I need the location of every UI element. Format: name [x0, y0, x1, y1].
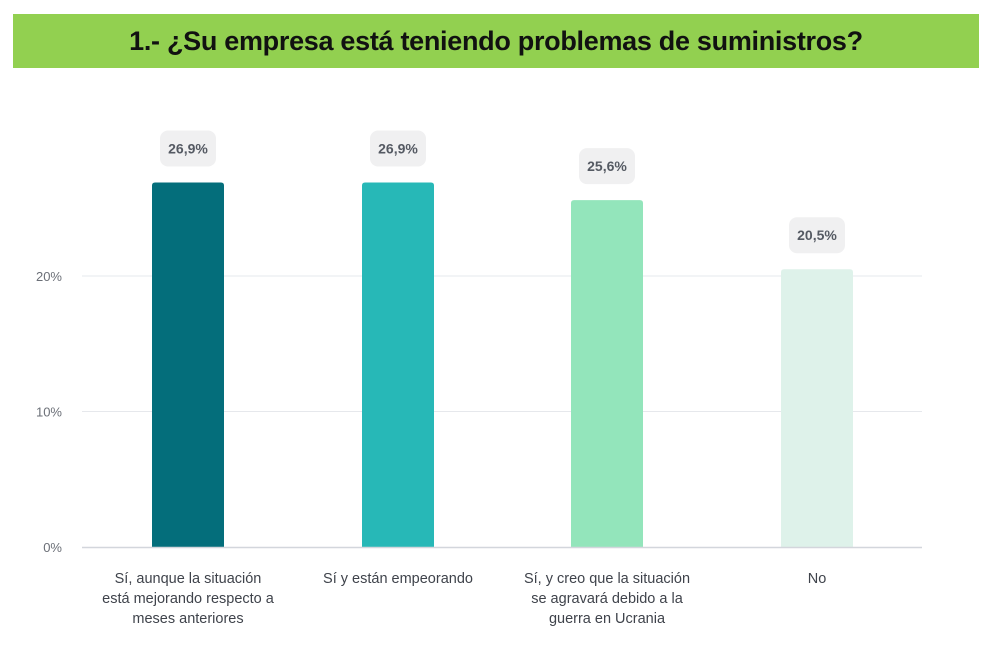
- bar: [781, 269, 853, 547]
- data-label-badge: [160, 130, 216, 167]
- x-tick-label: No: [808, 571, 827, 587]
- y-tick-label: 0%: [43, 540, 62, 555]
- x-tick-label: Sí, y creo que la situación se agravará d…: [524, 571, 690, 627]
- bar: [362, 182, 434, 547]
- title-bar: 1.- ¿Su empresa está teniendo problemas …: [13, 14, 979, 68]
- data-label-badge: [370, 130, 426, 167]
- y-tick-label: 20%: [36, 269, 62, 284]
- y-tick-label: 10%: [36, 405, 62, 420]
- data-label-badge: [579, 148, 635, 185]
- data-label-badge: [789, 217, 845, 254]
- data-label: 26,9%: [168, 141, 208, 157]
- data-label: 20,5%: [797, 227, 837, 243]
- data-label: 25,6%: [587, 158, 627, 174]
- bar: [571, 200, 643, 547]
- x-tick-label: Sí y están empeorando: [323, 571, 473, 587]
- chart-title: 1.- ¿Su empresa está teniendo problemas …: [129, 25, 863, 56]
- bar: [152, 182, 224, 547]
- data-label: 26,9%: [378, 141, 418, 157]
- x-tick-label: Sí, aunque la situación está mejorando re…: [102, 571, 275, 627]
